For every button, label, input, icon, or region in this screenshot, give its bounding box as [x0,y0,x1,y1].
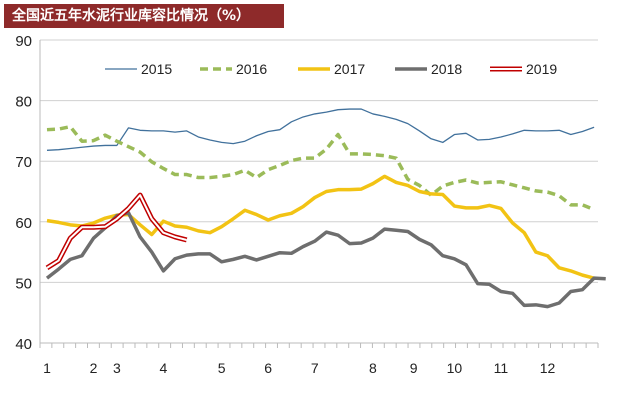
x-tick-label: 10 [447,360,463,376]
y-tick-label: 90 [15,33,32,50]
x-tick-label: 6 [264,360,272,376]
series-2016-line [46,124,595,212]
x-tick-label: 2 [90,360,98,376]
y-tick-label: 50 [15,275,32,292]
x-tick-label: 9 [410,360,418,376]
series-2018-line [45,210,606,309]
x-tick-label: 5 [218,360,226,376]
x-tick-label: 7 [311,360,319,376]
legend-label-2016: 2016 [236,61,267,77]
y-tick-label: 80 [15,94,32,111]
x-tick-label: 1 [43,360,51,376]
legend-label-2015: 2015 [141,61,172,77]
x-tick-label: 12 [540,360,556,376]
series-2017-line [46,174,595,280]
series-2015-line [46,108,595,151]
legend-label-2017: 2017 [334,61,365,77]
y-tick-label: 60 [15,215,32,232]
legend-label-2019: 2019 [526,61,557,77]
y-tick-label: 70 [15,154,32,171]
y-tick-label: 40 [15,336,32,353]
series-2019-line [45,192,188,270]
x-tick-label: 8 [369,360,377,376]
legend-label-2018: 2018 [431,61,462,77]
x-tick-label: 4 [160,360,168,376]
x-tick-label: 11 [494,360,509,376]
chart-title: 全国近五年水泥行业库容比情况（%） [4,4,284,28]
x-tick-label: 3 [113,360,121,376]
